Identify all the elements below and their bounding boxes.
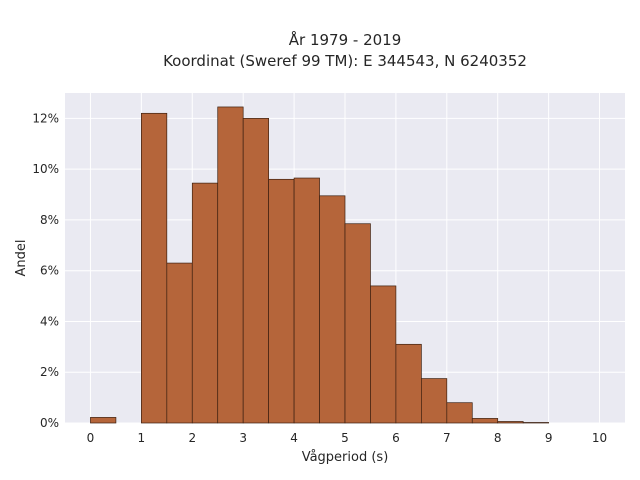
x-tick-label: 0 [87,431,95,445]
histogram-bar [217,106,244,424]
x-tick-label: 2 [188,431,196,445]
y-tick-label: 6% [40,264,59,278]
x-tick-label: 5 [341,431,349,445]
x-axis-label: Vågperiod (s) [302,450,389,465]
y-tick-label: 0% [40,416,59,430]
histogram-bar [471,418,499,424]
x-axis-ticks: 0 1 2 3 4 5 6 7 8 9 10 [87,431,608,445]
histogram-bar [166,262,193,424]
histogram-bar [141,112,168,424]
histogram-bar [344,223,371,424]
y-tick-label: 10% [32,162,59,176]
y-tick-label: 2% [40,365,59,379]
chart-title: År 1979 - 2019 [289,30,402,49]
y-tick-label: 8% [40,213,59,227]
histogram-bar [319,195,346,424]
x-tick-label: 7 [443,431,451,445]
x-tick-label: 6 [392,431,400,445]
histogram-bar [497,421,524,424]
y-axis-label: Andel [14,240,29,277]
x-tick-label: 4 [290,431,298,445]
histogram-bar [268,178,295,424]
histogram-bar [395,343,422,424]
x-tick-label: 8 [494,431,502,445]
histogram-bar [421,378,448,424]
y-axis-ticks: 0% 2% 4% 6% 8% 10% 12% [32,111,59,430]
histogram-bar [522,422,549,424]
y-tick-label: 4% [40,314,59,328]
histogram-bar [191,182,219,424]
x-tick-label: 10 [592,431,607,445]
x-tick-label: 9 [545,431,553,445]
chart-subtitle: Koordinat (Sweref 99 TM): E 344543, N 62… [163,52,527,70]
histogram-bar [293,177,320,424]
histogram-bar [370,285,397,424]
x-tick-label: 3 [239,431,247,445]
x-tick-label: 1 [138,431,146,445]
histogram-bar [90,417,117,424]
histogram-bar [242,118,269,424]
histogram-bar [446,402,473,424]
bars-group [90,106,549,424]
y-tick-label: 12% [32,111,59,125]
